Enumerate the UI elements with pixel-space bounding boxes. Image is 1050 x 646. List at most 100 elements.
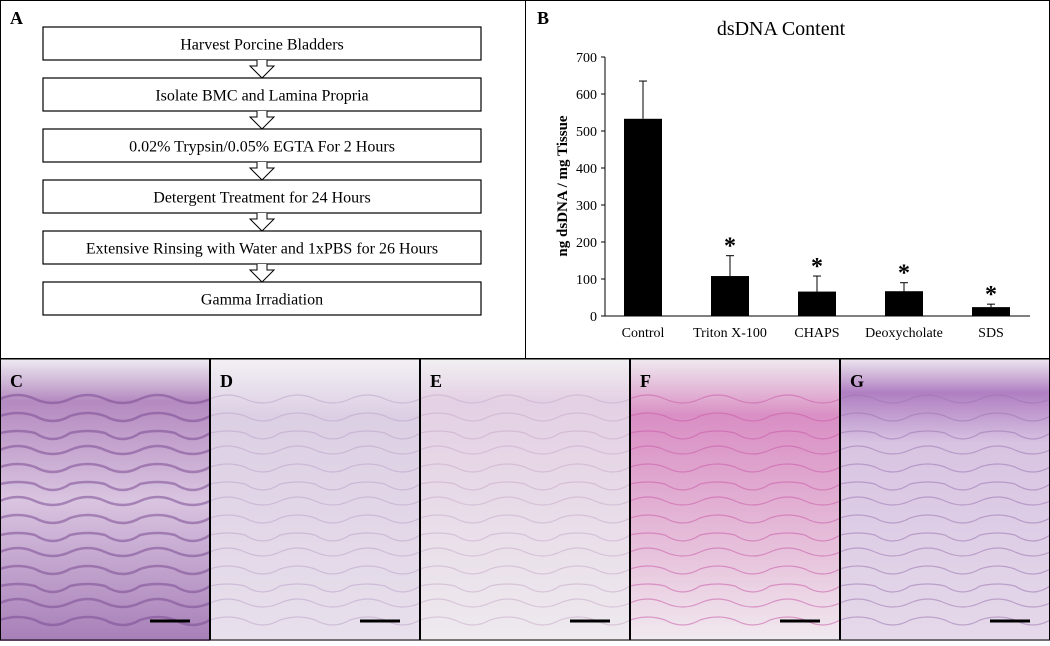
y-tick-label: 100 xyxy=(576,273,597,288)
tissue-fiber xyxy=(209,430,421,440)
arrow xyxy=(248,162,276,181)
panel-label: D xyxy=(220,371,233,391)
tissue-fiber xyxy=(629,565,841,575)
x-tick-label: CHAPS xyxy=(794,326,839,341)
step-text: 0.02% Trypsin/0.05% EGTA For 2 Hours xyxy=(129,139,395,156)
tissue-fiber xyxy=(209,445,421,455)
histology-image xyxy=(630,359,840,641)
tissue-fiber xyxy=(839,394,1050,404)
histology-image xyxy=(840,359,1050,641)
tissue-fiber xyxy=(839,532,1050,542)
tissue-fiber xyxy=(629,481,841,491)
bar xyxy=(624,118,662,316)
tissue-fiber xyxy=(0,564,211,576)
tissue-fiber xyxy=(629,598,841,608)
bar xyxy=(972,307,1010,316)
tissue-fiber xyxy=(839,412,1050,422)
panel-label: E xyxy=(430,371,442,391)
significance-marker: * xyxy=(985,282,997,308)
tissue-fiber xyxy=(209,496,421,506)
tissue-fiber xyxy=(0,513,211,525)
y-tick-label: 600 xyxy=(576,88,597,103)
tissue-fiber xyxy=(629,463,841,473)
y-tick-label: 400 xyxy=(576,162,597,177)
bar xyxy=(885,291,923,316)
histology-image xyxy=(420,359,630,641)
tissue-fiber xyxy=(419,496,631,506)
step-box xyxy=(42,128,482,163)
tissue-fiber xyxy=(419,583,631,593)
panel-label: G xyxy=(850,371,864,391)
arrow xyxy=(248,60,276,79)
tissue-fiber xyxy=(209,532,421,542)
tissue-fiber xyxy=(629,547,841,557)
y-tick-label: 700 xyxy=(576,51,597,66)
tissue-fiber xyxy=(419,412,631,422)
tissue-fiber xyxy=(0,411,211,423)
tissue-fiber xyxy=(209,481,421,491)
panel-label: C xyxy=(10,371,23,391)
y-axis-label: ng dsDNA / mg Tissue xyxy=(555,115,571,257)
step-text: Gamma Irradiation xyxy=(201,292,323,309)
tissue-fiber xyxy=(839,547,1050,557)
significance-marker: * xyxy=(898,261,910,287)
tissue-fiber xyxy=(419,394,631,404)
tissue-fiber xyxy=(209,598,421,608)
tissue-fiber xyxy=(419,463,631,473)
tissue-fiber xyxy=(629,514,841,524)
bar xyxy=(711,276,749,316)
tissue-fiber xyxy=(419,481,631,491)
step-box xyxy=(42,281,482,316)
tissue-fiber xyxy=(419,547,631,557)
y-tick-label: 500 xyxy=(576,125,597,140)
tissue-fiber xyxy=(629,532,841,542)
bar-chart: B dsDNA Content ng dsDNA / mg Tissue 0 10… xyxy=(537,8,1030,341)
step-text: Extensive Rinsing with Water and 1xPBS f… xyxy=(86,241,438,258)
chart-title: dsDNA Content xyxy=(717,18,846,40)
tissue-fiber xyxy=(0,546,211,558)
panel-label: F xyxy=(640,371,651,391)
tissue-fiber xyxy=(209,514,421,524)
arrow xyxy=(248,111,276,130)
tissue-fiber xyxy=(419,445,631,455)
step-text: Harvest Porcine Bladders xyxy=(180,37,344,54)
x-tick-label: Triton X-100 xyxy=(693,326,767,341)
tissue-fiber xyxy=(0,444,211,456)
tissue-fiber xyxy=(629,430,841,440)
y-tick-label: 200 xyxy=(576,236,597,251)
panel-frame xyxy=(0,358,210,641)
tissue-fiber xyxy=(419,565,631,575)
tissue-fiber xyxy=(209,463,421,473)
histology-row: C D E F G xyxy=(0,358,1050,641)
tissue-fiber xyxy=(629,394,841,404)
tissue-fiber xyxy=(0,495,211,507)
tissue-fiber xyxy=(629,412,841,422)
tissue-fiber xyxy=(419,514,631,524)
panel-frame xyxy=(630,358,840,641)
tissue-fiber xyxy=(0,480,211,492)
tissue-fiber xyxy=(0,462,211,474)
x-tick-label: SDS xyxy=(978,326,1004,341)
tissue-fiber xyxy=(0,597,211,609)
significance-marker: * xyxy=(724,234,736,260)
tissue-fiber xyxy=(0,393,211,405)
step-text: Detergent Treatment for 24 Hours xyxy=(153,190,370,207)
tissue-fiber xyxy=(839,445,1050,455)
panel-label: A xyxy=(10,8,23,28)
tissue-fiber xyxy=(839,514,1050,524)
histology-image xyxy=(210,359,420,641)
tissue-fiber xyxy=(629,445,841,455)
tissue-fiber xyxy=(629,583,841,593)
panel-label: B xyxy=(537,8,549,28)
tissue-fiber xyxy=(0,429,211,441)
tissue-fiber xyxy=(629,496,841,506)
tissue-fiber xyxy=(419,532,631,542)
step-box xyxy=(42,179,482,214)
arrow xyxy=(248,264,276,283)
flowchart: Harvest Porcine Bladders Isolate BMC and … xyxy=(42,26,482,316)
significance-marker: * xyxy=(811,254,823,280)
panel-frame xyxy=(420,358,630,641)
arrow xyxy=(248,213,276,232)
tissue-fiber xyxy=(209,565,421,575)
